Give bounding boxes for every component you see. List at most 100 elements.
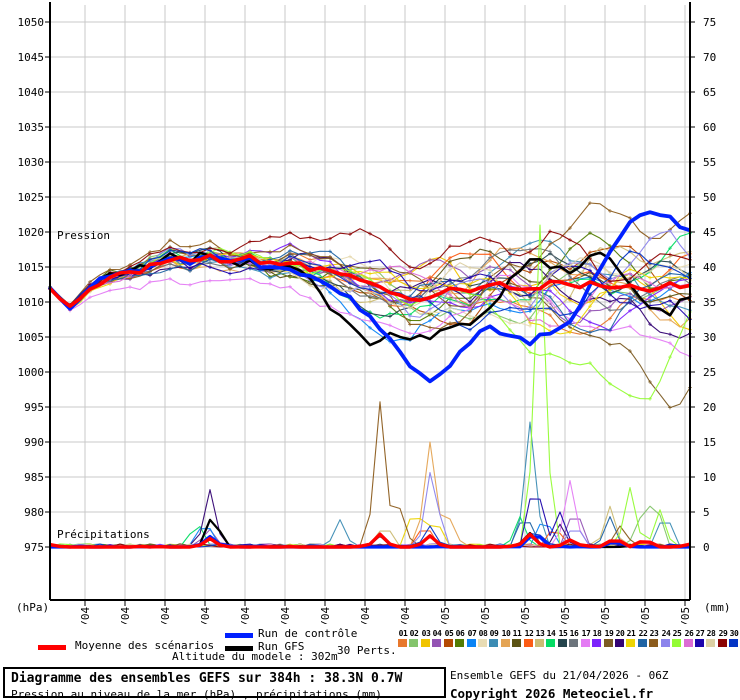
svg-text:15: 15 [703, 436, 716, 449]
model-altitude-note: Altitude du modele : 302m [172, 650, 338, 663]
pert-swatch-08 [478, 639, 487, 647]
pert-number-25: 25 [672, 629, 682, 638]
svg-text:20: 20 [703, 401, 716, 414]
perturbation-legend: 01 02 03 04 05 06 07 08 09 10 11 12 13 14 15 16 17 18 19 20… [398, 629, 740, 649]
pert-swatch-06 [455, 639, 464, 647]
svg-text:01/05: 01/05 [439, 607, 452, 624]
svg-text:27/04: 27/04 [279, 607, 292, 624]
precip-annotation: Précipitations [57, 528, 150, 541]
chart-title: Diagramme des ensembles GEFS sur 384h : … [11, 671, 403, 686]
pert-number-02: 02 [409, 629, 419, 638]
pert-swatch-24 [661, 639, 670, 647]
svg-text:5: 5 [703, 506, 710, 519]
svg-text:40: 40 [703, 261, 716, 274]
svg-text:22/04: 22/04 [79, 607, 92, 624]
svg-text:30: 30 [703, 331, 716, 344]
ensemble-chart: 9759809859909951000100510101015102010251… [16, 2, 731, 640]
svg-text:1030: 1030 [18, 156, 45, 169]
pert-swatch-29 [718, 639, 727, 647]
pert-number-26: 26 [684, 629, 694, 638]
pert-number-01: 01 [398, 629, 408, 638]
svg-text:24/04: 24/04 [159, 607, 172, 624]
svg-text:65: 65 [703, 86, 716, 99]
svg-text:06/05: 06/05 [639, 607, 652, 624]
svg-text:26/04: 26/04 [239, 607, 252, 624]
pert-swatch-25 [672, 639, 681, 647]
pert-swatch-18 [592, 639, 601, 647]
pert-swatch-10 [501, 639, 510, 647]
pert-number-30: 30 [729, 629, 739, 638]
mean-legend-label: Moyenne des scénarios [75, 639, 215, 652]
svg-text:990: 990 [24, 436, 44, 449]
pert-number-21: 21 [626, 629, 636, 638]
svg-text:02/05: 02/05 [479, 607, 492, 624]
pert-swatch-01 [398, 639, 407, 647]
pert-number-09: 09 [489, 629, 499, 638]
svg-text:50: 50 [703, 191, 716, 204]
pert-swatch-23 [649, 639, 658, 647]
mean-legend-swatch [38, 645, 66, 650]
pert-number-06: 06 [455, 629, 465, 638]
svg-text:1025: 1025 [18, 191, 45, 204]
svg-text:1050: 1050 [18, 16, 45, 29]
control-legend-label: Run de contrôle [258, 627, 358, 640]
pert-number-27: 27 [695, 629, 705, 638]
pert-number-14: 14 [546, 629, 556, 638]
pert-swatch-22 [638, 639, 647, 647]
pert-swatch-28 [706, 639, 715, 647]
svg-text:1045: 1045 [18, 51, 45, 64]
perts-count-label: 30 Perts. [337, 644, 397, 657]
svg-text:1000: 1000 [18, 366, 45, 379]
pert-swatch-21 [626, 639, 635, 647]
pert-number-11: 11 [512, 629, 522, 638]
pert-number-05: 05 [444, 629, 454, 638]
pert-number-29: 29 [718, 629, 728, 638]
pert-number-08: 08 [478, 629, 488, 638]
pressure-annotation: Pression [57, 229, 110, 242]
svg-text:1010: 1010 [18, 296, 45, 309]
svg-text:75: 75 [703, 16, 716, 29]
pert-number-23: 23 [649, 629, 659, 638]
svg-text:1035: 1035 [18, 121, 45, 134]
control-legend-swatch [225, 633, 253, 638]
copyright: Copyright 2026 Meteociel.fr [450, 686, 654, 700]
pert-number-17: 17 [581, 629, 591, 638]
pert-swatch-02 [409, 639, 418, 647]
pert-number-16: 16 [569, 629, 579, 638]
pert-swatch-19 [604, 639, 613, 647]
pert-number-18: 18 [592, 629, 602, 638]
pert-swatch-11 [512, 639, 521, 647]
pert-swatch-04 [432, 639, 441, 647]
pert-swatch-13 [535, 639, 544, 647]
pert-swatch-20 [615, 639, 624, 647]
pert-number-20: 20 [615, 629, 625, 638]
pert-swatch-17 [581, 639, 590, 647]
svg-text:45: 45 [703, 226, 716, 239]
pert-number-03: 03 [421, 629, 431, 638]
pert-number-24: 24 [661, 629, 671, 638]
svg-text:03/05: 03/05 [519, 607, 532, 624]
pert-number-10: 10 [501, 629, 511, 638]
svg-text:1040: 1040 [18, 86, 45, 99]
gfs-legend-label: Run GFS [258, 640, 305, 653]
svg-text:05/05: 05/05 [599, 607, 612, 624]
pert-swatch-27 [695, 639, 704, 647]
svg-text:29/04: 29/04 [359, 607, 372, 624]
pert-number-22: 22 [638, 629, 648, 638]
svg-text:28/04: 28/04 [319, 607, 332, 624]
left-axis-unit: (hPa) [16, 601, 49, 614]
pert-number-12: 12 [524, 629, 534, 638]
pert-swatch-30 [729, 639, 738, 647]
svg-text:23/04: 23/04 [119, 607, 132, 624]
pert-swatch-09 [489, 639, 498, 647]
chart-subtitle: Pression au niveau de la mer (hPa) , pré… [11, 688, 382, 700]
svg-text:55: 55 [703, 156, 716, 169]
svg-text:985: 985 [24, 471, 44, 484]
svg-text:04/05: 04/05 [559, 607, 572, 624]
pert-swatch-14 [546, 639, 555, 647]
svg-text:1020: 1020 [18, 226, 45, 239]
pert-swatch-26 [684, 639, 693, 647]
svg-text:70: 70 [703, 51, 716, 64]
svg-text:30/04: 30/04 [399, 607, 412, 624]
svg-text:10: 10 [703, 471, 716, 484]
